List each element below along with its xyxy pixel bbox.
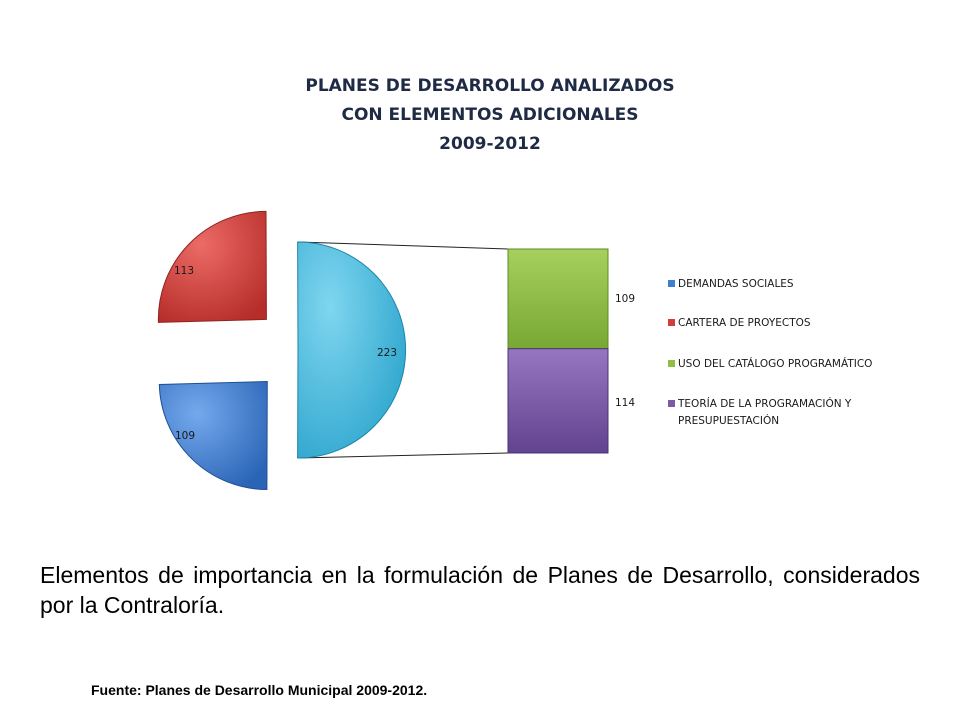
pie-slice-other xyxy=(297,241,407,459)
data-label-uso-del-catalogo: 109 xyxy=(615,293,635,305)
legend-label-teoria-line-1: TEORÍA DE LA PROGRAMACIÓN Y xyxy=(677,397,852,410)
source-note: Fuente: Planes de Desarrollo Municipal 2… xyxy=(91,682,428,698)
legend-label-teoria-line-2: PRESUPUESTACIÓN xyxy=(678,414,779,427)
chart: PLANES DE DESARROLLO ANALIZADOS CON ELEM… xyxy=(157,76,872,491)
legend-swatch-uso-del-catalogo xyxy=(668,360,675,367)
bar-segment-uso-del-catalogo xyxy=(507,248,609,350)
legend: DEMANDAS SOCIALES CARTERA DE PROYECTOS U… xyxy=(668,278,872,427)
legend-label-demandas-sociales: DEMANDAS SOCIALES xyxy=(678,278,794,290)
chart-title-line-3: 2009-2012 xyxy=(439,134,541,154)
data-label-teoria-de-la-programacion: 114 xyxy=(615,397,635,409)
chart-title-line-1: PLANES DE DESARROLLO ANALIZADOS xyxy=(305,76,674,96)
bar-segment-teoria-de-la-programacion xyxy=(507,348,609,454)
legend-swatch-demandas-sociales xyxy=(668,280,675,287)
legend-label-cartera-de-proyectos: CARTERA DE PROYECTOS xyxy=(678,317,811,329)
legend-swatch-teoria-de-la-programacion xyxy=(668,400,675,407)
caption: Elementos de importancia en la formulaci… xyxy=(40,562,920,618)
data-label-demandas-sociales: 109 xyxy=(175,430,195,442)
pie-slice-demandas-sociales xyxy=(158,380,268,491)
data-label-cartera-de-proyectos: 113 xyxy=(174,265,194,277)
chart-title-line-2: CON ELEMENTOS ADICIONALES xyxy=(341,105,638,125)
connector-bottom xyxy=(297,452,509,459)
pie-slice-cartera-de-proyectos xyxy=(157,210,267,323)
data-label-other: 223 xyxy=(377,347,397,359)
legend-label-uso-del-catalogo: USO DEL CATÁLOGO PROGRAMÁTICO xyxy=(678,357,872,370)
connector-top xyxy=(297,241,509,250)
legend-swatch-cartera-de-proyectos xyxy=(668,319,675,326)
